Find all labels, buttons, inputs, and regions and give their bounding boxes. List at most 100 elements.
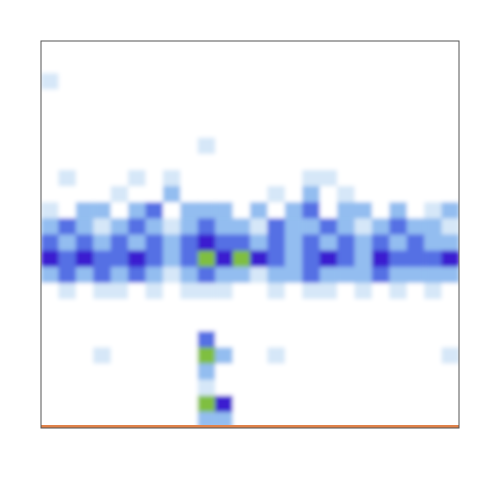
heatmap-cell (424, 299, 442, 316)
heatmap-cell (389, 331, 407, 348)
heatmap-cell (320, 89, 338, 106)
heatmap-cell (424, 235, 442, 252)
heatmap-cell (267, 170, 285, 187)
heatmap-cell (267, 251, 285, 268)
heatmap-cell (111, 364, 129, 381)
heatmap-cell (372, 122, 390, 139)
heatmap-cell (250, 396, 268, 413)
heatmap-cell (267, 218, 285, 235)
heatmap-cell (180, 89, 198, 106)
heatmap-cell (442, 331, 459, 348)
heatmap-cell (250, 41, 268, 58)
heatmap-cell (355, 106, 373, 123)
heatmap-cell (163, 186, 181, 203)
heatmap-cell (355, 283, 373, 300)
heatmap-cell (355, 364, 373, 381)
heatmap-cell (163, 122, 181, 139)
heatmap-cell (355, 331, 373, 348)
heatmap-cell (302, 283, 320, 300)
heatmap-cell (128, 73, 146, 90)
heatmap-cell (355, 347, 373, 364)
heatmap-cell (41, 347, 59, 364)
heatmap-cell (407, 170, 425, 187)
heatmap-cell (407, 106, 425, 123)
heatmap-cell (337, 235, 355, 252)
heatmap-cell (198, 57, 216, 74)
heatmap-cell (58, 380, 76, 397)
heatmap-cell (372, 267, 390, 284)
line-series (41, 425, 459, 428)
heatmap-cell (372, 251, 390, 268)
heatmap-cell (267, 138, 285, 155)
heatmap-cell (424, 267, 442, 284)
heatmap-cell (320, 380, 338, 397)
heatmap-cell (372, 154, 390, 171)
heatmap-cell (320, 138, 338, 155)
heatmap-cell (76, 347, 94, 364)
heatmap-cell (41, 315, 59, 332)
heatmap-cell (302, 122, 320, 139)
heatmap-cell (58, 299, 76, 316)
heatmap-cell (285, 218, 303, 235)
heatmap-cell (389, 347, 407, 364)
heatmap-cell (372, 138, 390, 155)
heatmap-cell (250, 218, 268, 235)
heatmap-cell (41, 122, 59, 139)
heatmap-cell (337, 106, 355, 123)
heatmap-cell (58, 331, 76, 348)
heatmap-cell (76, 283, 94, 300)
heatmap-cell (302, 106, 320, 123)
heatmap-cell (442, 41, 459, 58)
heatmap-cell (337, 364, 355, 381)
chart (0, 0, 480, 480)
heatmap-cell (250, 364, 268, 381)
heatmap-cell (41, 235, 59, 252)
heatmap-cell (424, 138, 442, 155)
heatmap-cell (128, 106, 146, 123)
heatmap-cell (111, 41, 129, 58)
heatmap-cell (389, 251, 407, 268)
heatmap-cell (41, 364, 59, 381)
heatmap-cell (146, 251, 164, 268)
heatmap-cell (215, 331, 233, 348)
heatmap-cell (128, 235, 146, 252)
heatmap-cell (58, 73, 76, 90)
heatmap-cell (58, 89, 76, 106)
heatmap-cell (163, 89, 181, 106)
heatmap-cell (320, 315, 338, 332)
heatmap-cell (128, 170, 146, 187)
heatmap-cell (58, 41, 76, 58)
heatmap-cell (146, 73, 164, 90)
heatmap-cell (180, 315, 198, 332)
heatmap-cell (424, 57, 442, 74)
heatmap-cell (407, 122, 425, 139)
heatmap-cell (163, 202, 181, 219)
heatmap-cell (111, 299, 129, 316)
heatmap-cell (58, 170, 76, 187)
heatmap-cell (76, 218, 94, 235)
heatmap-cell (163, 299, 181, 316)
heatmap-cell (424, 315, 442, 332)
heatmap-cell (320, 202, 338, 219)
heatmap-cell (76, 380, 94, 397)
heatmap-cell (58, 186, 76, 203)
heatmap-cell (111, 380, 129, 397)
heatmap-cell (128, 396, 146, 413)
heatmap-cell (180, 267, 198, 284)
heatmap-cell (372, 331, 390, 348)
heatmap-cell (355, 396, 373, 413)
heatmap-cell (424, 89, 442, 106)
heatmap-cell (111, 202, 129, 219)
heatmap-cell (355, 299, 373, 316)
heatmap-cell (128, 154, 146, 171)
heatmap-cell (267, 347, 285, 364)
heatmap-cell (41, 73, 59, 90)
heatmap-cell (76, 267, 94, 284)
heatmap-cell (267, 57, 285, 74)
heatmap-cell (320, 347, 338, 364)
heatmap-cell (285, 283, 303, 300)
heatmap-cell (285, 73, 303, 90)
heatmap-cell (146, 315, 164, 332)
heatmap-cell (302, 73, 320, 90)
heatmap-cell (285, 186, 303, 203)
